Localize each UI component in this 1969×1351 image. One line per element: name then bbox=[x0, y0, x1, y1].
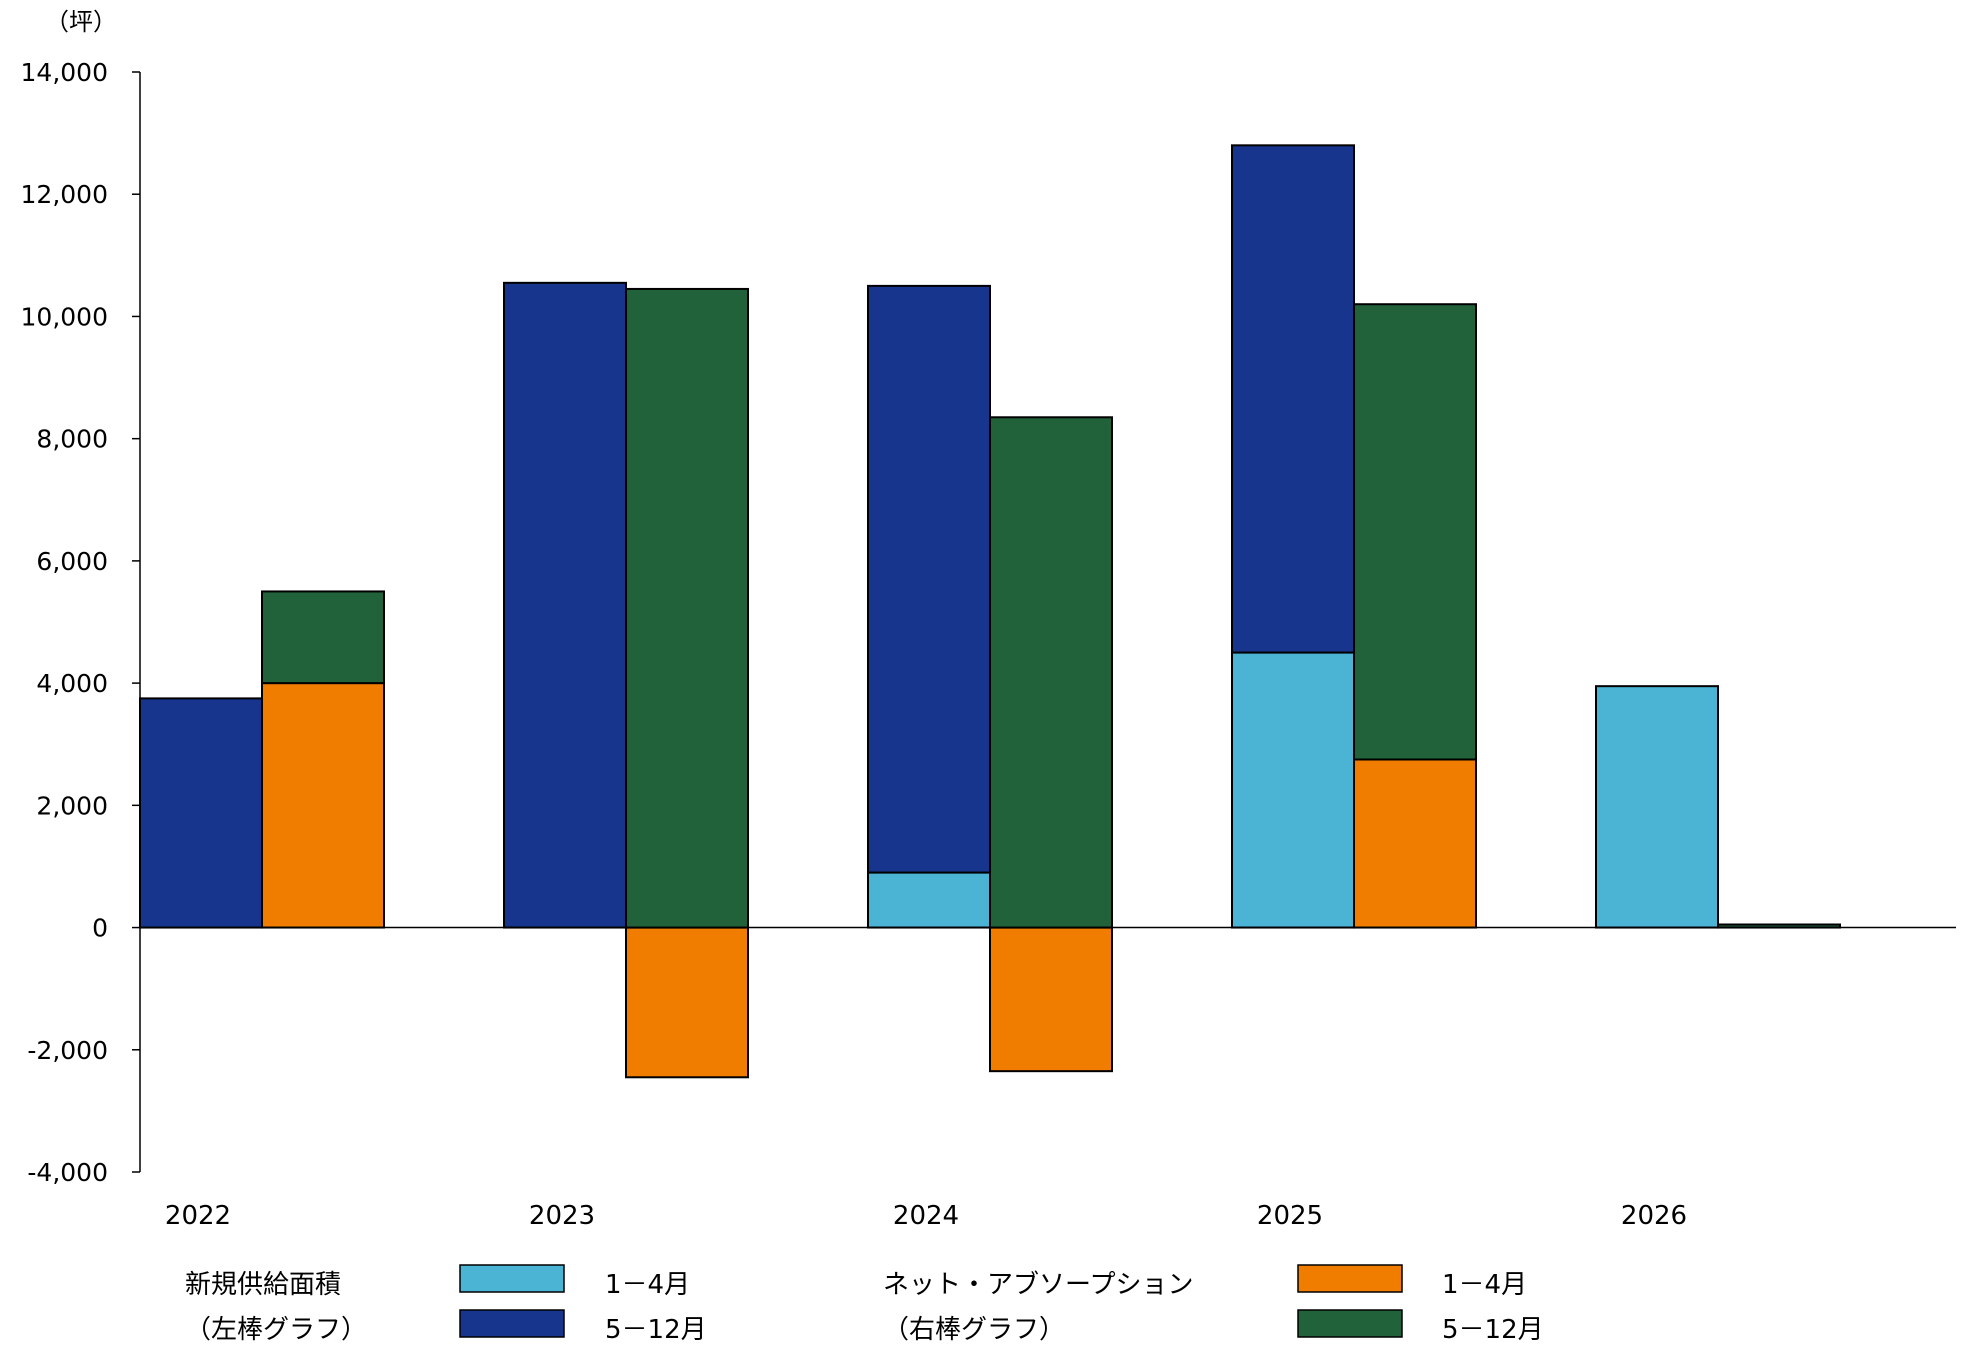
legend-series-label: 1－4月 bbox=[605, 1270, 690, 1300]
legend-series-label: 5－12月 bbox=[1442, 1315, 1544, 1345]
bar-2026-group0-series0 bbox=[1595, 685, 1719, 929]
y-tick-label: 14,000 bbox=[21, 58, 108, 87]
y-tick-label: 0 bbox=[92, 914, 108, 943]
y-tick-label: 4,000 bbox=[36, 669, 108, 698]
y-tick-label: 10,000 bbox=[21, 302, 108, 331]
bar-2025-group0-series1 bbox=[1231, 144, 1355, 654]
bar-2024-group0-series0 bbox=[867, 871, 991, 929]
y-tick-label: 12,000 bbox=[21, 180, 108, 209]
x-tick-label: 2025 bbox=[1257, 1201, 1323, 1231]
bar-2024-group0-series1 bbox=[867, 284, 991, 874]
legend-group-position: （右棒グラフ） bbox=[883, 1315, 1065, 1345]
bar-2023-group1-series1 bbox=[625, 287, 749, 929]
x-tick-label: 2022 bbox=[165, 1201, 231, 1231]
legend: 新規供給面積 （左棒グラフ） 1－4月 5－12月 ネット・アブソープション （右棒グラフ… bbox=[185, 1264, 1544, 1345]
legend-swatch bbox=[459, 1309, 565, 1338]
legend-swatch bbox=[459, 1264, 565, 1293]
legend-group-name: ネット・アブソープション bbox=[883, 1270, 1193, 1300]
y-tick-label: -2,000 bbox=[27, 1036, 108, 1065]
y-tick-label: -4,000 bbox=[27, 1158, 108, 1187]
bar-2025-group0-series0 bbox=[1231, 651, 1355, 929]
y-axis-unit-label: （坪） bbox=[45, 8, 117, 36]
x-tick-label: 2024 bbox=[893, 1201, 959, 1231]
y-tick-label: 8,000 bbox=[36, 425, 108, 454]
legend-swatch bbox=[1297, 1264, 1403, 1293]
y-tick-label: 6,000 bbox=[36, 547, 108, 576]
legend-series-label: 5－12月 bbox=[605, 1315, 707, 1345]
legend-group-name: 新規供給面積 bbox=[185, 1270, 341, 1300]
bar-2023-group0-series1 bbox=[503, 281, 627, 929]
bars bbox=[139, 144, 1841, 1079]
axes bbox=[139, 72, 1956, 1172]
bar-2025-group1-series1 bbox=[1353, 303, 1477, 761]
x-tick-label: 2026 bbox=[1621, 1201, 1687, 1231]
y-tick-label: 2,000 bbox=[36, 791, 108, 820]
bar-2022-group1-series1 bbox=[261, 590, 385, 685]
bar-2024-group1-series1 bbox=[989, 416, 1113, 929]
bar-2025-group1-series0 bbox=[1353, 758, 1477, 929]
bar-2022-group1-series0 bbox=[261, 682, 385, 929]
legend-swatch bbox=[1297, 1309, 1403, 1338]
bar-2023-group1-series0 bbox=[625, 926, 749, 1079]
legend-group-position: （左棒グラフ） bbox=[185, 1315, 367, 1345]
category-labels: 2022 2023 2024 2025 2026 bbox=[165, 1201, 1687, 1231]
x-tick-label: 2023 bbox=[529, 1201, 595, 1231]
y-axis-ticks: 14,000 12,000 10,000 8,000 6,000 4,000 2,000 0 -… bbox=[21, 58, 140, 1187]
legend-series-label: 1－4月 bbox=[1442, 1270, 1527, 1300]
bar-2024-group1-series0 bbox=[989, 926, 1113, 1073]
bar-2022-group0-series1 bbox=[139, 697, 263, 929]
